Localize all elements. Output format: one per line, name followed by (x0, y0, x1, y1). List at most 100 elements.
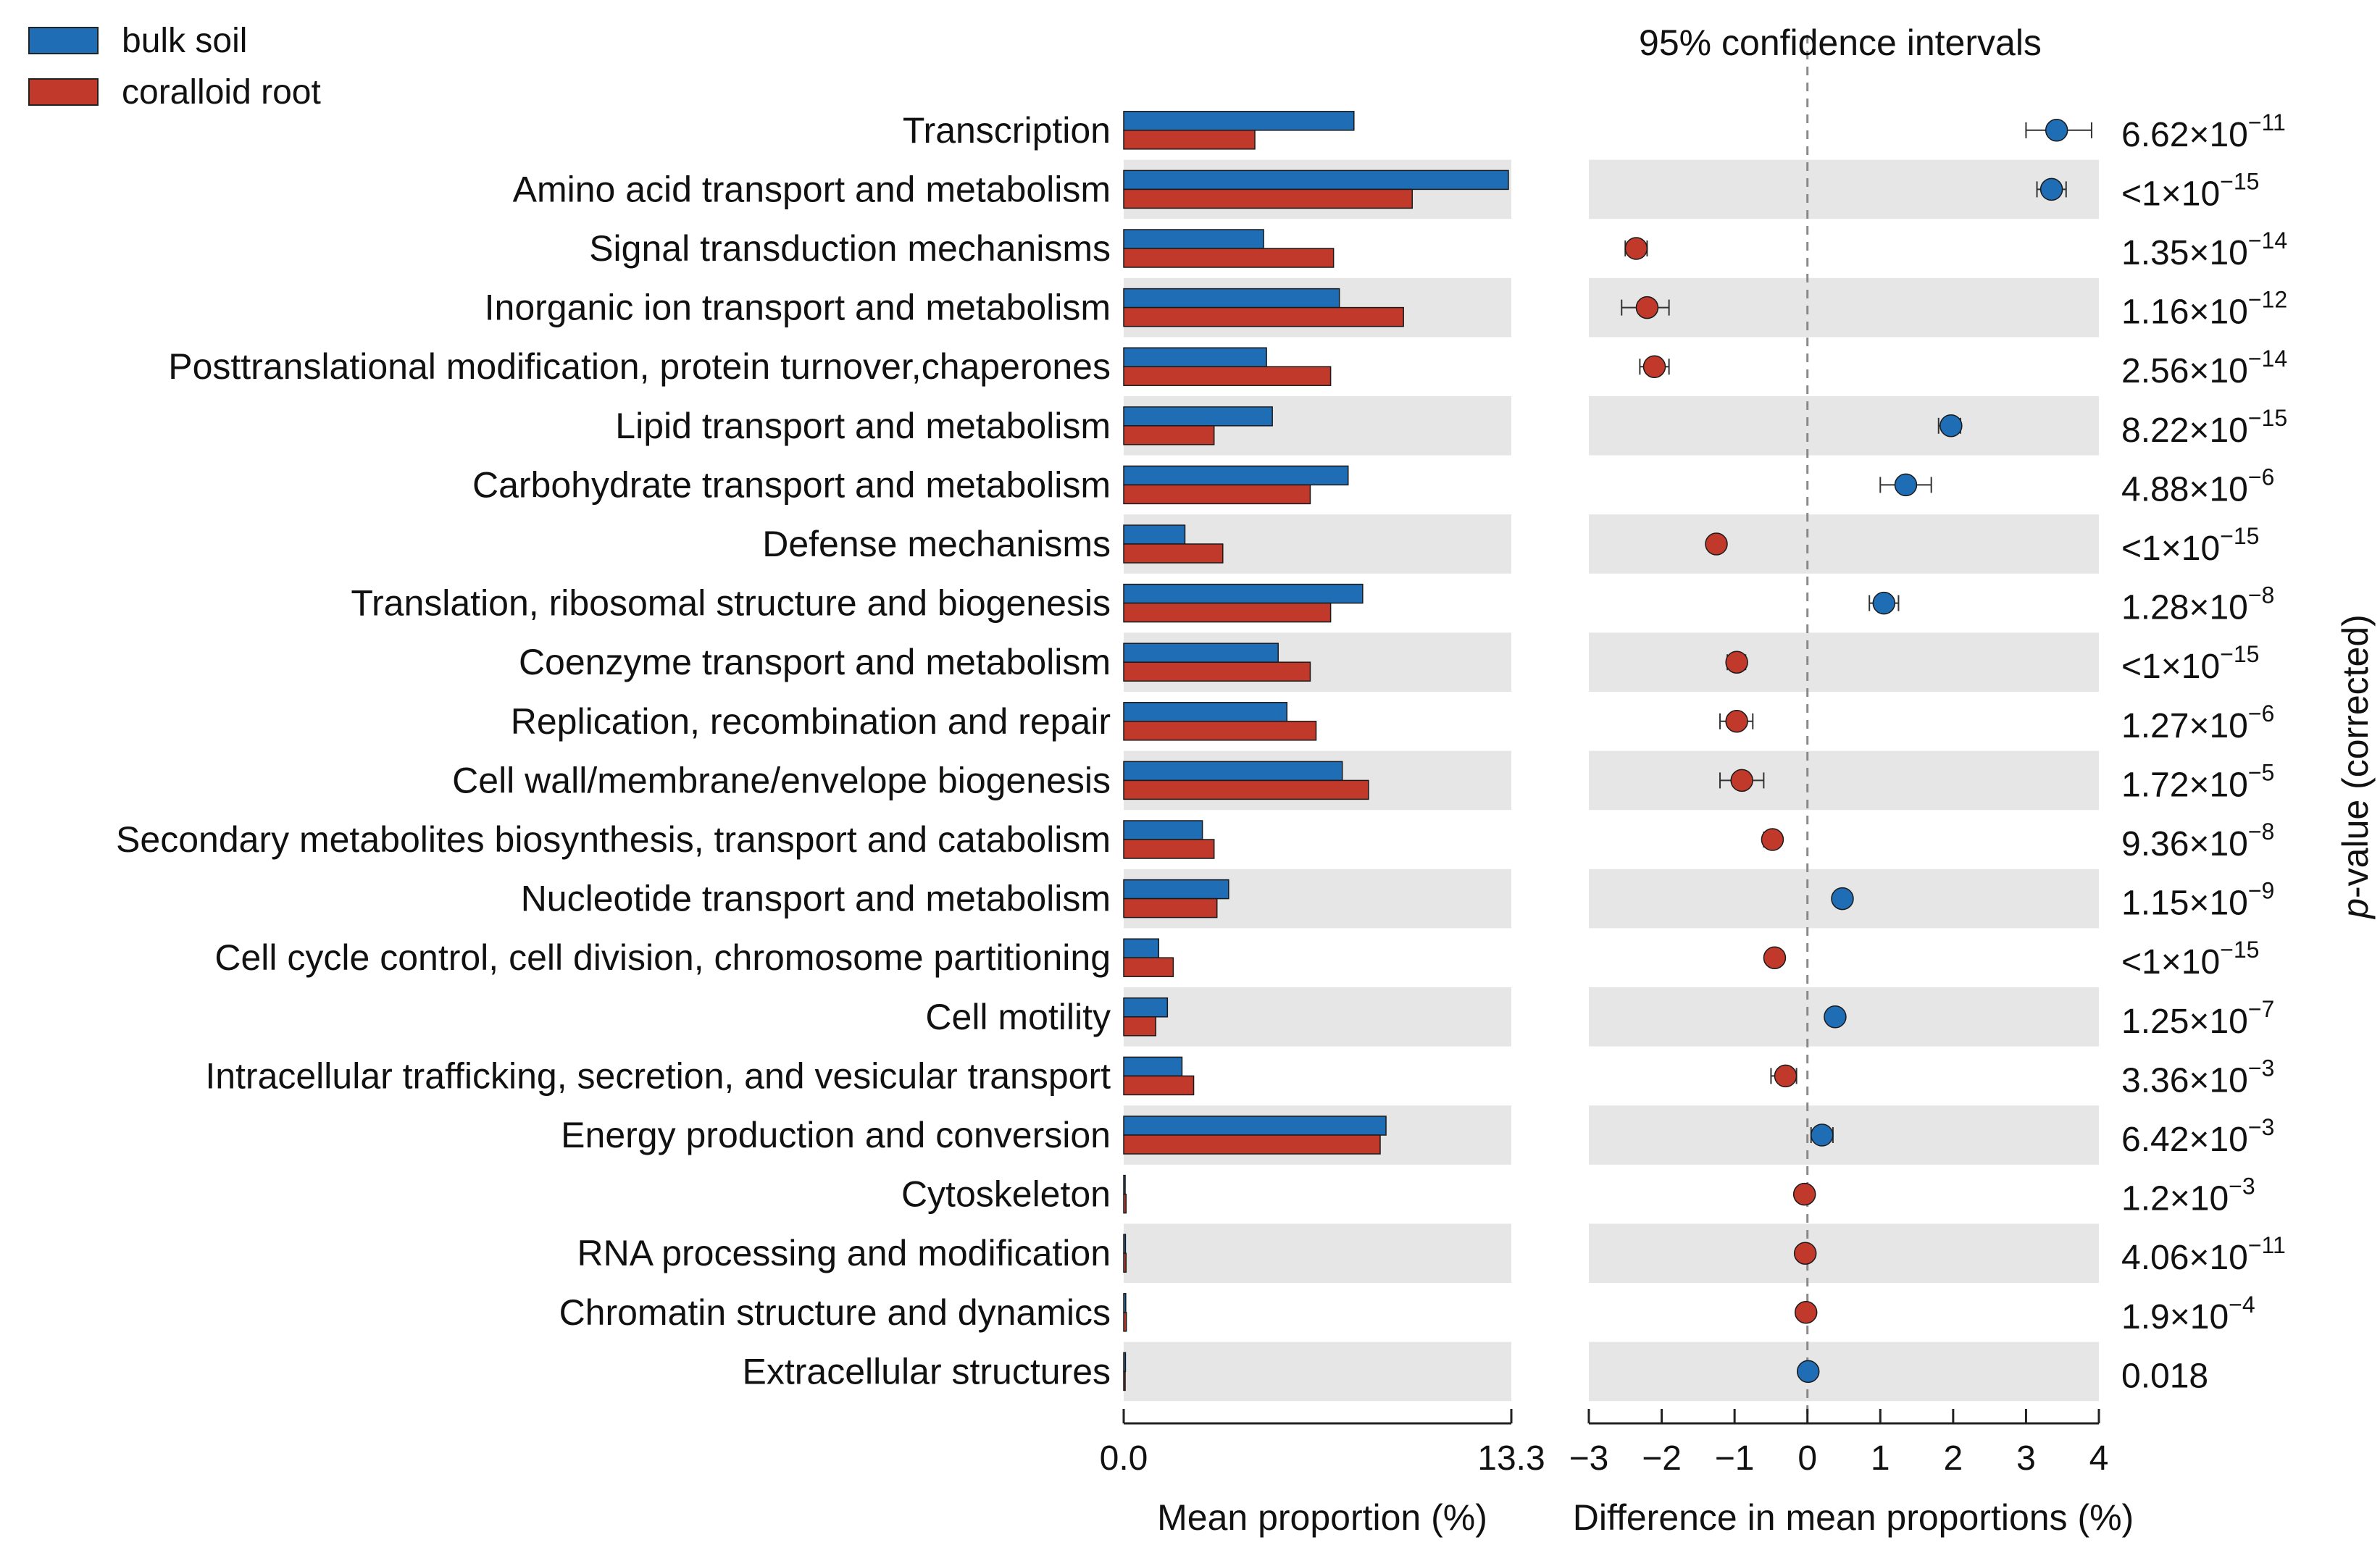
band-right-inorganic-ion-transport-and-metabolism (1589, 277, 2099, 338)
p-value-lipid-transport-and-metabolism: 8.22×10−15 (2121, 405, 2287, 450)
bar-coralloid-root-replication-recombination-and-repair (1123, 721, 1317, 741)
category-label-transcription: Transcription (903, 110, 1111, 151)
axes: 0.0 13.3 −3 −2 −1 0 1 2 3 4 (1100, 1409, 2109, 1478)
p-value-chromatin-structure-and-dynamics: 1.9×10−4 (2121, 1292, 2255, 1336)
band-left-extracellular-structures (1124, 1342, 1511, 1402)
band-left-cell-motility (1124, 987, 1511, 1047)
right-x-tick-label-3: 0 (1797, 1439, 1817, 1478)
diff-point-coenzyme-transport-and-metabolism (1725, 650, 1748, 674)
diff-point-cytoskeleton (1792, 1182, 1816, 1206)
p-value-labels: 6.62×10−11 <1×10−15 1.35×10−14 1.16×10−12 2.… (2121, 109, 2287, 1396)
diff-point-lipid-transport-and-metabolism (1940, 414, 1963, 438)
diff-point-chromatin-structure-and-dynamics (1794, 1301, 1818, 1324)
p-value-cell-cycle-control-cell-division-chromosome-partitioning: <1×10−15 (2121, 937, 2259, 982)
category-label-defense-mechanisms: Defense mechanisms (762, 524, 1111, 564)
right-x-tick-label-2: −1 (1715, 1439, 1755, 1478)
legend-swatch-bulk-soil (28, 27, 99, 54)
p-value-nucleotide-transport-and-metabolism: 1.15×10−9 (2121, 878, 2274, 923)
bar-bulk-soil-translation-ribosomal-structure-and-biogenesis (1123, 583, 1364, 604)
bar-bulk-soil-carbohydrate-transport-and-metabolism (1123, 465, 1349, 486)
bar-coralloid-root-posttranslational-modification-protein-turnover-chaperones (1123, 366, 1332, 386)
bar-coralloid-root-coenzyme-transport-and-metabolism (1123, 661, 1311, 682)
diff-point-secondary-metabolites-biosynthesis-transport-and-catabolism (1761, 828, 1784, 851)
diff-point-extracellular-structures (1796, 1360, 1820, 1384)
bar-coralloid-root-cell-cycle-control-cell-division-chromosome-partitioning (1123, 957, 1174, 977)
p-value-transcription: 6.62×10−11 (2121, 109, 2286, 154)
bar-coralloid-root-intracellular-trafficking-secretion-and-vesicular-transport (1123, 1075, 1195, 1096)
bar-bulk-soil-lipid-transport-and-metabolism (1123, 406, 1273, 427)
bar-bulk-soil-rna-processing-and-modification (1123, 1234, 1127, 1254)
left-x-tick-label-1: 13.3 (1477, 1439, 1545, 1478)
category-label-chromatin-structure-and-dynamics: Chromatin structure and dynamics (559, 1292, 1111, 1333)
bar-bulk-soil-chromatin-structure-and-dynamics (1123, 1293, 1127, 1313)
diff-point-posttranslational-modification-protein-turnover-chaperones (1642, 355, 1666, 378)
band-right-energy-production-and-conversion (1589, 1105, 2099, 1165)
bar-bulk-soil-inorganic-ion-transport-and-metabolism (1123, 288, 1340, 309)
bar-coralloid-root-cell-wall-membrane-envelope-biogenesis (1123, 779, 1369, 800)
diff-point-replication-recombination-and-repair (1725, 710, 1748, 733)
bar-bulk-soil-secondary-metabolites-biosynthesis-transport-and-catabolism (1123, 820, 1203, 840)
p-value-replication-recombination-and-repair: 1.27×10−6 (2121, 700, 2274, 745)
bar-bulk-soil-transcription (1123, 111, 1355, 131)
p-value-intracellular-trafficking-secretion-and-vesicular-transport: 3.36×10−3 (2121, 1055, 2274, 1100)
p-value-rna-processing-and-modification: 4.06×10−11 (2121, 1232, 2286, 1277)
category-label-cell-cycle-control-cell-division-chromosome-partitioning: Cell cycle control, cell division, chrom… (214, 937, 1111, 978)
diff-point-carbohydrate-transport-and-metabolism (1894, 473, 1918, 497)
p-value-secondary-metabolites-biosynthesis-transport-and-catabolism: 9.36×10−8 (2121, 819, 2274, 863)
bar-coralloid-root-defense-mechanisms (1123, 543, 1224, 564)
category-label-lipid-transport-and-metabolism: Lipid transport and metabolism (615, 406, 1111, 446)
category-label-rna-processing-and-modification: RNA processing and modification (577, 1233, 1111, 1273)
ci-title: 95% confidence intervals (1639, 22, 2042, 63)
bar-coralloid-root-rna-processing-and-modification (1123, 1252, 1127, 1273)
bar-bulk-soil-energy-production-and-conversion (1123, 1116, 1387, 1136)
category-label-cell-wall-membrane-envelope-biogenesis: Cell wall/membrane/envelope biogenesis (452, 760, 1111, 800)
diff-point-energy-production-and-conversion (1811, 1123, 1834, 1147)
p-value-amino-acid-transport-and-metabolism: <1×10−15 (2121, 168, 2259, 213)
category-label-replication-recombination-and-repair: Replication, recombination and repair (511, 701, 1111, 742)
band-right-coenzyme-transport-and-metabolism (1589, 632, 2099, 692)
p-value-cell-wall-membrane-envelope-biogenesis: 1.72×10−5 (2121, 759, 2274, 804)
mean-proportion-bars (1123, 111, 1509, 1391)
right-x-tick-label-7: 4 (2089, 1439, 2109, 1478)
diff-point-intracellular-trafficking-secretion-and-vesicular-transport (1774, 1064, 1797, 1088)
right-x-tick-label-4: 1 (1871, 1439, 1890, 1478)
category-label-translation-ribosomal-structure-and-biogenesis: Translation, ribosomal structure and bio… (351, 583, 1111, 624)
diff-point-signal-transduction-mechanisms (1624, 237, 1648, 260)
bar-coralloid-root-secondary-metabolites-biosynthesis-transport-and-catabolism (1123, 839, 1215, 859)
diff-point-rna-processing-and-modification (1793, 1242, 1817, 1265)
bar-bulk-soil-signal-transduction-mechanisms (1123, 229, 1264, 249)
left-x-tick-label-0: 0.0 (1100, 1439, 1148, 1478)
bar-bulk-soil-cell-cycle-control-cell-division-chromosome-partitioning (1123, 938, 1160, 958)
category-labels: Transcription Amino acid transport and me… (116, 110, 1111, 1392)
band-right-rna-processing-and-modification (1589, 1223, 2099, 1283)
band-right-amino-acid-transport-and-metabolism (1589, 159, 2099, 219)
p-value-translation-ribosomal-structure-and-biogenesis: 1.28×10−8 (2121, 582, 2274, 627)
category-label-energy-production-and-conversion: Energy production and conversion (561, 1115, 1111, 1155)
p-value-cytoskeleton: 1.2×10−3 (2121, 1173, 2255, 1218)
right-x-tick-label-1: −2 (1642, 1439, 1682, 1478)
difference-points (1621, 119, 2092, 1384)
category-label-posttranslational-modification-protein-turnover-chaperones: Posttranslational modification, protein … (168, 346, 1111, 387)
right-x-tick-label-0: −3 (1569, 1439, 1609, 1478)
bar-bulk-soil-coenzyme-transport-and-metabolism (1123, 643, 1279, 663)
category-label-cytoskeleton: Cytoskeleton (901, 1174, 1111, 1215)
category-label-amino-acid-transport-and-metabolism: Amino acid transport and metabolism (513, 169, 1111, 209)
p-value-coenzyme-transport-and-metabolism: <1×10−15 (2121, 641, 2259, 686)
bar-coralloid-root-transcription (1123, 130, 1256, 150)
bar-coralloid-root-energy-production-and-conversion (1123, 1134, 1381, 1155)
diff-point-transcription (2045, 119, 2068, 142)
diff-point-cell-wall-membrane-envelope-biogenesis (1730, 769, 1753, 792)
band-right-defense-mechanisms (1589, 514, 2099, 574)
diff-point-cell-motility (1824, 1005, 1847, 1029)
category-label-coenzyme-transport-and-metabolism: Coenzyme transport and metabolism (519, 642, 1111, 682)
p-value-inorganic-ion-transport-and-metabolism: 1.16×10−12 (2121, 287, 2287, 332)
bar-coralloid-root-signal-transduction-mechanisms (1123, 248, 1335, 268)
legend-label-coralloid-root: coralloid root (122, 73, 321, 112)
bar-bulk-soil-defense-mechanisms (1123, 524, 1186, 545)
band-right-lipid-transport-and-metabolism (1589, 396, 2099, 456)
diff-point-amino-acid-transport-and-metabolism (2039, 177, 2063, 201)
bar-coralloid-root-translation-ribosomal-structure-and-biogenesis (1123, 602, 1332, 623)
bar-bulk-soil-replication-recombination-and-repair (1123, 702, 1288, 722)
p-value-extracellular-structures: 0.018 (2121, 1357, 2208, 1395)
